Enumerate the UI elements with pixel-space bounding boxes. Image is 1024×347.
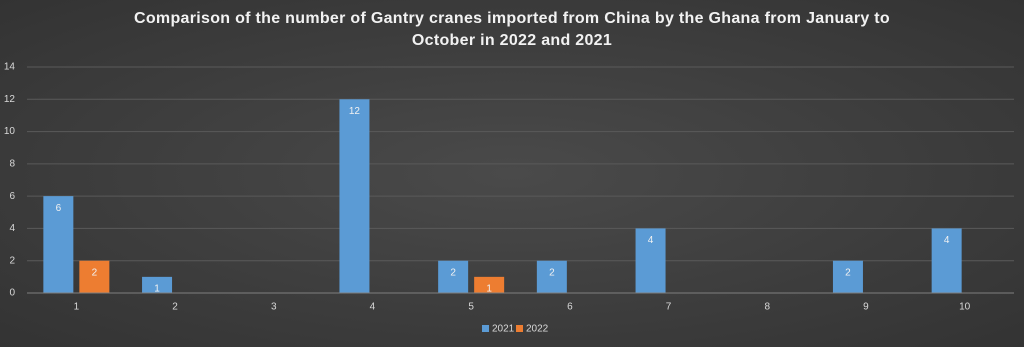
bar: [474, 276, 505, 293]
y-tick-label: 14: [4, 62, 16, 73]
data-label: 2: [92, 267, 98, 278]
bar: [832, 260, 863, 293]
bar: [43, 196, 74, 293]
y-tick-label: 4: [9, 223, 15, 234]
data-label: 2: [845, 267, 851, 278]
data-label: 2: [450, 267, 456, 278]
y-tick-label: 10: [4, 126, 16, 137]
y-tick-label: 12: [4, 94, 16, 105]
legend-swatch: [482, 325, 489, 332]
legend-swatch: [516, 325, 523, 332]
data-label: 2: [549, 267, 555, 278]
chart-title: Comparison of the number of Gantry crane…: [134, 10, 890, 49]
data-label: 4: [648, 235, 654, 246]
x-tick-label: 2: [172, 302, 178, 313]
data-label: 12: [349, 106, 361, 117]
y-tick-label: 6: [9, 191, 15, 202]
y-tick-label: 8: [9, 158, 15, 169]
legend-label: 2022: [526, 324, 549, 335]
x-tick-label: 9: [863, 302, 869, 313]
data-label: 1: [154, 283, 160, 294]
x-tick-label: 4: [370, 302, 376, 313]
x-tick-label: 5: [468, 302, 474, 313]
x-tick-label: 7: [666, 302, 672, 313]
x-tick-label: 8: [764, 302, 770, 313]
bar: [438, 260, 469, 293]
x-tick-label: 1: [74, 302, 80, 313]
data-label: 1: [486, 283, 492, 294]
bar: [635, 228, 666, 293]
bar: [339, 99, 370, 294]
y-tick-label: 0: [9, 288, 15, 299]
data-label: 6: [56, 203, 62, 214]
bar: [931, 228, 962, 293]
data-label: 4: [944, 235, 950, 246]
x-tick-label: 6: [567, 302, 573, 313]
bar: [536, 260, 567, 293]
bar: [79, 260, 110, 293]
x-tick-label: 10: [959, 302, 971, 313]
legend-label: 2021: [492, 324, 515, 335]
y-tick-label: 2: [9, 255, 15, 266]
bar: [142, 276, 173, 293]
x-tick-label: 3: [271, 302, 277, 313]
